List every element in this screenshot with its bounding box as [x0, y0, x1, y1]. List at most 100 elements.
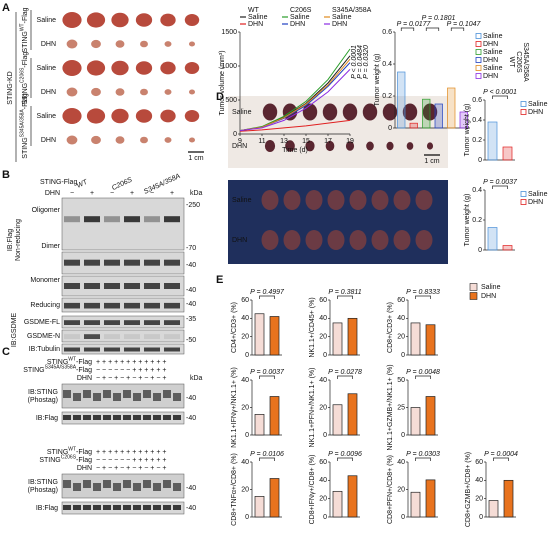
unit: kDa [190, 190, 203, 197]
row-label: Saline [232, 197, 252, 204]
panel-label: E [216, 274, 223, 286]
marker: -40 [186, 287, 196, 294]
tumor [62, 60, 82, 76]
tumor [140, 136, 148, 144]
band [84, 283, 100, 289]
band [84, 334, 100, 339]
band [124, 216, 140, 223]
legend-label: Saline [481, 284, 501, 291]
y-tick-label: 0 [323, 432, 327, 439]
band [164, 302, 180, 309]
y-axis-label: Tumor weight (g) [374, 54, 381, 107]
legend-label: DHN [528, 109, 543, 116]
bar [332, 404, 343, 436]
bracket [415, 295, 431, 299]
bracket [337, 457, 353, 461]
band [164, 320, 180, 325]
y-tick-label: 40 [241, 459, 249, 466]
group-label: STINGWT-Flag [20, 7, 29, 52]
y-tick-label: 60 [397, 297, 405, 304]
y-axis-label: CD8+TNFα+/CD8+ (%) [231, 453, 238, 526]
panel-label: C [2, 346, 10, 358]
band [64, 320, 80, 325]
series-line [239, 69, 351, 132]
x-tick-label: 11 [258, 138, 265, 145]
tumor [184, 14, 200, 26]
band [123, 505, 131, 510]
y-tick-label: 60 [319, 459, 327, 466]
row-label-suffix: -Flag [76, 367, 92, 374]
y-tick-label: 500 [225, 97, 237, 104]
y-tick-label: 0.4 [472, 187, 482, 194]
legend-swatch [475, 41, 482, 47]
tissue [261, 190, 279, 210]
legend-label: DHN [290, 21, 305, 28]
band [133, 505, 141, 510]
bar [409, 122, 418, 129]
blot [61, 343, 185, 355]
group-label-base: STING [22, 31, 29, 52]
row-label: STINGS345A/S358A-Flag [23, 365, 92, 374]
sign: − [150, 190, 154, 197]
group-label-suffix: -Flag [22, 52, 29, 68]
tumor [111, 12, 129, 28]
band [104, 302, 120, 309]
y-tick-label: 20 [397, 486, 405, 493]
tumor [140, 88, 148, 96]
tumor [115, 40, 125, 48]
band-label: Dimer [41, 243, 60, 250]
sign: − [110, 190, 114, 197]
group-label: STINGS345A/358A-Flag [20, 93, 29, 159]
band [124, 320, 140, 325]
x-tick-label: 15 [302, 138, 310, 145]
band [143, 415, 151, 420]
tissue [305, 140, 315, 152]
tissue [285, 140, 295, 152]
tumor [164, 41, 172, 47]
band [173, 483, 181, 491]
band [164, 216, 180, 223]
band [83, 390, 91, 398]
y-tick-label: 0 [233, 131, 237, 138]
band [84, 320, 100, 325]
band [123, 480, 131, 488]
legend-swatch [520, 191, 527, 197]
bracket [492, 185, 508, 189]
band [143, 390, 151, 398]
signs: − − − − − − + + + + + + [96, 457, 166, 464]
series-line [239, 58, 351, 132]
y-axis-label: Tumor volume (mm³) [219, 50, 226, 115]
tumor [115, 88, 125, 96]
group-label-base: STING [22, 83, 29, 104]
marker: -40 [186, 301, 196, 308]
annotation: P < 0.0001 [351, 45, 358, 79]
bar [347, 393, 358, 436]
y-tick-label: 60 [475, 459, 483, 466]
band [124, 302, 140, 309]
x-tick-label: 19 [346, 138, 354, 145]
band [63, 505, 71, 510]
bracket [492, 95, 508, 99]
legend-group: S345A/358A [522, 42, 529, 82]
band [104, 259, 120, 266]
y-tick-label: 0 [323, 352, 327, 359]
band [83, 505, 91, 510]
panel-label: D [216, 91, 224, 103]
row-label: DHN [232, 143, 247, 150]
annotation: P = 0.4997 [250, 289, 285, 296]
tissue [325, 140, 335, 152]
marker: -35 [186, 316, 196, 323]
row-label: DHN [77, 465, 92, 472]
band [104, 347, 120, 352]
y-tick-label: 1000 [221, 63, 237, 70]
row-label-suffix: -Flag [76, 359, 92, 366]
legend-label: DHN [483, 57, 498, 64]
band [124, 334, 140, 339]
row-label: Saline [37, 65, 57, 72]
tissue [415, 230, 433, 250]
row-label-base: DHN [77, 465, 92, 472]
legend-swatch [469, 292, 478, 300]
y-tick-label: 0 [245, 432, 249, 439]
y-tick-label: 20 [397, 334, 405, 341]
y-tick-label: 0.4 [382, 61, 392, 68]
